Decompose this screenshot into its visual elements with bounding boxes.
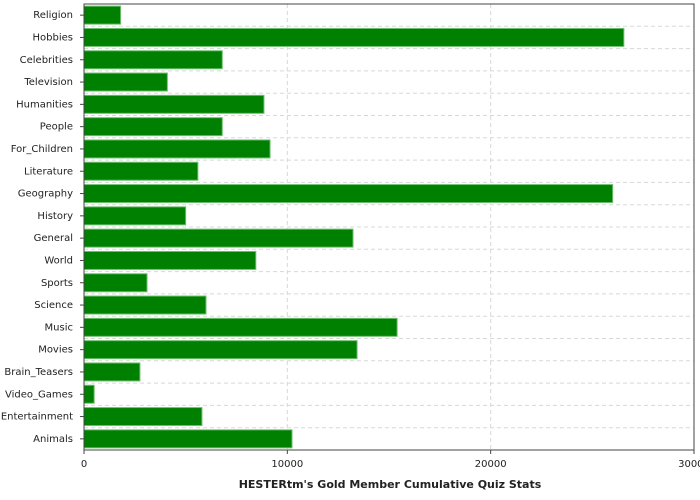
bar: [83, 340, 358, 360]
bar: [83, 250, 257, 270]
x-tick-label: 30000: [678, 459, 700, 470]
bar: [83, 161, 199, 181]
y-tick-label: General: [34, 233, 73, 244]
bar: [83, 317, 398, 337]
y-tick-label: Entertainment: [1, 412, 73, 423]
x-tick-label: 10000: [271, 459, 303, 470]
bar: [83, 362, 141, 382]
bar: [83, 273, 148, 293]
y-tick-label: Celebrities: [20, 55, 73, 66]
y-tick-label: History: [37, 211, 73, 222]
bar: [83, 50, 223, 70]
y-tick-label: Music: [45, 322, 73, 333]
plot-frame: [83, 3, 695, 451]
bar: [83, 429, 293, 449]
y-tick-label: Sports: [41, 278, 73, 289]
bar: [83, 117, 223, 137]
y-tick-label: For_Children: [11, 144, 73, 155]
bar: [83, 384, 95, 404]
bar: [83, 139, 271, 159]
y-tick-label: Television: [23, 77, 73, 88]
bar: [83, 184, 614, 204]
bar: [83, 228, 354, 248]
bar: [83, 5, 122, 25]
bar: [83, 295, 207, 315]
y-tick-label: Geography: [18, 189, 73, 200]
y-tick-label: Animals: [33, 434, 73, 445]
bar: [83, 407, 203, 427]
bar: [83, 206, 187, 226]
y-tick-label: Science: [34, 300, 73, 311]
y-tick-label: Brain_Teasers: [4, 367, 73, 378]
y-tick-label: Literature: [24, 166, 73, 177]
y-tick-label: Hobbies: [33, 32, 73, 43]
x-tick-label: 20000: [475, 459, 507, 470]
bar: [83, 72, 168, 92]
y-tick-label: World: [44, 255, 73, 266]
y-tick-label: People: [40, 122, 73, 133]
bar: [83, 27, 625, 47]
x-tick-label: 0: [81, 459, 87, 470]
y-tick-label: Religion: [33, 10, 73, 21]
x-axis-title: HESTERtm's Gold Member Cumulative Quiz S…: [239, 478, 542, 491]
bar: [83, 94, 265, 114]
y-tick-label: Humanities: [16, 99, 73, 110]
y-tick-label: Video_Games: [5, 389, 73, 400]
y-tick-label: Movies: [38, 345, 73, 356]
